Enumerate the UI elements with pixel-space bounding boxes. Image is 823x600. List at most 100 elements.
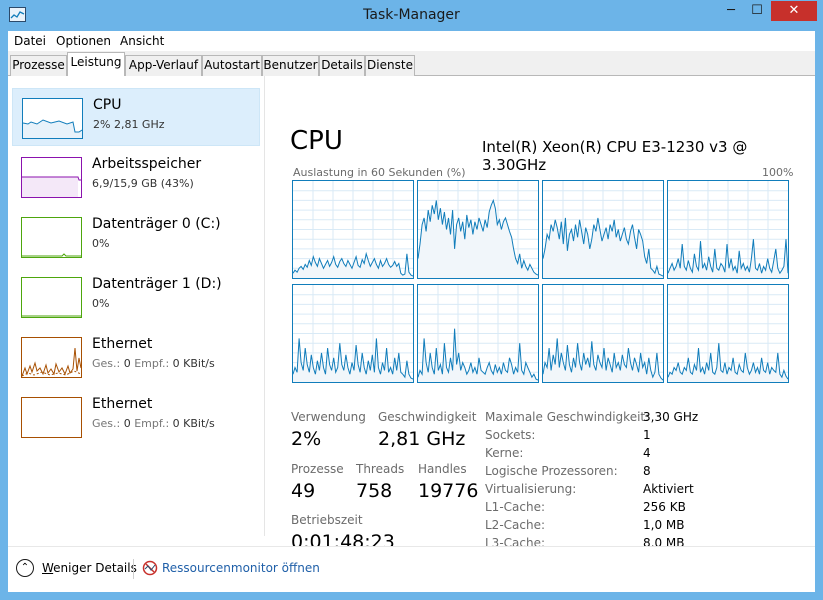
title-bar: Task-Manager ─ ☐ ✕ <box>0 0 823 31</box>
tab-strip: Prozesse Leistung App-Verlauf Autostart … <box>8 51 815 77</box>
utilization-line <box>543 338 663 381</box>
speed-label: Geschwindigkeit <box>378 410 477 424</box>
window-title: Task-Manager <box>363 7 460 23</box>
utilization-line <box>293 338 413 380</box>
sidebar-item-name: Arbeitsspeicher <box>92 156 202 172</box>
sidebar-item-cpu[interactable]: CPU 2% 2,81 GHz <box>12 88 260 146</box>
sidebar-item-name: Ethernet <box>92 396 153 412</box>
spec-value: Aktiviert <box>643 482 694 496</box>
disk-thumbnail-graph <box>21 277 82 318</box>
sidebar-item-value: 0% <box>92 297 110 310</box>
logical-processor-graph-3 <box>667 180 789 279</box>
speed-value: 2,81 GHz <box>378 428 466 450</box>
processes-value: 49 <box>291 480 316 502</box>
handles-label: Handles <box>418 462 467 476</box>
handles-value: 19776 <box>418 480 479 502</box>
performance-view: CPU 2% 2,81 GHz Arbeitsspeicher 6,9/15,9… <box>8 76 815 553</box>
fewer-details-button[interactable]: Weniger Details <box>42 561 137 575</box>
logical-processor-graphs <box>292 180 790 385</box>
maximize-button[interactable]: ☐ <box>751 3 763 18</box>
logical-processor-graph-5 <box>417 284 539 383</box>
utilization-line <box>543 217 663 277</box>
spec-value: 3,30 GHz <box>643 410 699 424</box>
ethernet-thumbnail-graph <box>21 397 82 438</box>
send-value: 0 <box>123 417 131 430</box>
processes-label: Prozesse <box>291 462 344 476</box>
sidebar-item-value: 6,9/15,9 GB (43%) <box>92 177 194 190</box>
utilization-line <box>418 328 538 381</box>
logical-processor-graph-2 <box>542 180 664 279</box>
spec-value: 8 <box>643 464 651 478</box>
spec-label: L1-Cache: <box>485 500 546 514</box>
task-manager-icon <box>9 7 26 22</box>
sidebar-item-ethernet-2[interactable]: Ethernet Ges.: 0 Empf.: 0 KBit/s <box>12 388 260 446</box>
cpu-model-name: Intel(R) Xeon(R) CPU E3-1230 v3 @ 3.30GH… <box>482 138 748 174</box>
receive-label: Empf.: <box>134 417 170 430</box>
spec-value: 256 KB <box>643 500 686 514</box>
spec-label: Sockets: <box>485 428 536 442</box>
sidebar-item-memory[interactable]: Arbeitsspeicher 6,9/15,9 GB (43%) <box>12 148 260 206</box>
resource-monitor-icon[interactable] <box>142 560 158 576</box>
receive-value: 0 KBit/s <box>172 417 215 430</box>
sidebar-item-ethernet-1[interactable]: Ethernet Ges.: 0 Empf.: 0 KBit/s <box>12 328 260 386</box>
utilization-area <box>293 338 413 382</box>
logical-processor-graph-4 <box>292 284 414 383</box>
resource-monitor-link[interactable]: Ressourcenmonitor öffnen <box>162 561 320 575</box>
menu-datei[interactable]: Datei <box>14 34 47 48</box>
sidebar-divider <box>264 76 265 536</box>
receive-label: Empf.: <box>134 357 170 370</box>
sidebar-item-value: Ges.: 0 Empf.: 0 KBit/s <box>92 417 215 430</box>
tab-leistung[interactable]: Leistung <box>67 52 125 77</box>
utilization-area <box>668 343 788 382</box>
menu-optionen[interactable]: Optionen <box>56 34 112 48</box>
logical-processor-graph-1 <box>417 180 539 279</box>
chevron-up-icon[interactable]: ⌃ <box>16 559 34 577</box>
spec-value: 4 <box>643 446 651 460</box>
menu-ansicht[interactable]: Ansicht <box>120 34 165 48</box>
utilization-line <box>668 239 788 275</box>
spec-label: Logische Prozessoren: <box>485 464 618 478</box>
logical-processor-graph-7 <box>667 284 789 383</box>
sidebar-item-value: Ges.: 0 Empf.: 0 KBit/s <box>92 357 215 370</box>
sidebar-item-disk-0[interactable]: Datenträger 0 (C:) 0% <box>12 208 260 266</box>
menu-bar: Datei Optionen Ansicht <box>8 31 815 51</box>
footer-separator <box>133 559 134 579</box>
utilization-area <box>418 200 538 278</box>
spec-label: Kerne: <box>485 446 524 460</box>
utilization-area <box>418 328 538 382</box>
usage-label: Verwendung <box>291 410 366 424</box>
tab-benutzer[interactable]: Benutzer <box>262 55 319 76</box>
usage-value: 2% <box>291 428 322 450</box>
utilization-line <box>293 251 413 277</box>
spec-label: L2-Cache: <box>485 518 546 532</box>
sidebar-item-name: CPU <box>93 97 122 113</box>
ethernet-thumbnail-graph <box>21 337 82 378</box>
logical-processor-graph-6 <box>542 284 664 383</box>
threads-value: 758 <box>356 480 393 502</box>
minimize-button[interactable]: ─ <box>727 3 735 18</box>
send-value: 0 <box>123 357 131 370</box>
disk-thumbnail-graph <box>21 217 82 258</box>
footer-bar: ⌃ Weniger Details Ressourcenmonitor öffn… <box>8 546 815 592</box>
logical-processor-graph-0 <box>292 180 414 279</box>
panel-title: CPU <box>290 126 343 156</box>
close-button[interactable]: ✕ <box>771 1 817 21</box>
window-client: Datei Optionen Ansicht Prozesse Leistung… <box>8 31 815 592</box>
utilization-line <box>668 343 788 380</box>
tab-app-verlauf[interactable]: App-Verlauf <box>125 55 202 76</box>
tab-autostart[interactable]: Autostart <box>202 55 262 76</box>
utilization-area <box>543 217 663 278</box>
sidebar-item-value: 0% <box>92 237 110 250</box>
tab-details[interactable]: Details <box>319 55 365 76</box>
cpu-thumbnail-graph <box>22 98 83 139</box>
send-label: Ges.: <box>92 357 121 370</box>
tab-prozesse[interactable]: Prozesse <box>10 55 67 76</box>
threads-label: Threads <box>356 462 405 476</box>
receive-value: 0 KBit/s <box>172 357 215 370</box>
utilization-max-label: 100% <box>762 166 794 179</box>
memory-thumbnail-graph <box>21 157 82 198</box>
sidebar-item-disk-1[interactable]: Datenträger 1 (D:) 0% <box>12 268 260 326</box>
spec-label: Virtualisierung: <box>485 482 577 496</box>
tab-dienste[interactable]: Dienste <box>365 55 415 76</box>
utilization-line <box>418 198 538 276</box>
